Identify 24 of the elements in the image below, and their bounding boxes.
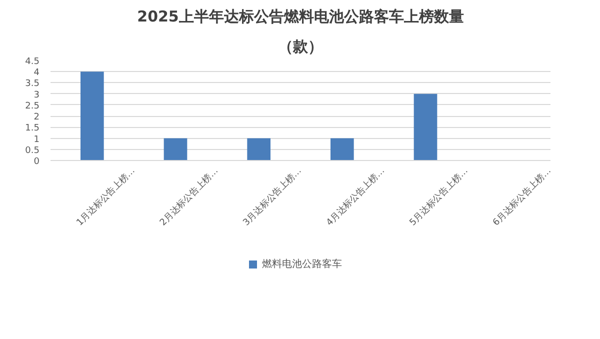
y-tick-label: 1 — [34, 134, 40, 145]
bar — [80, 72, 104, 160]
y-tick-label: 3 — [34, 90, 40, 100]
bar — [330, 138, 354, 160]
y-tick-label: 4.5 — [25, 57, 40, 67]
y-tick-label: 0 — [34, 157, 40, 167]
x-tick-label: 4月达标公告上榜… — [324, 165, 387, 228]
y-tick-label: 1.5 — [25, 124, 40, 134]
y-tick-label: 2.5 — [25, 101, 40, 112]
y-tick-label: 2 — [34, 112, 40, 123]
bar — [164, 138, 188, 160]
legend-label: 燃料电池公路客车 — [262, 258, 342, 271]
chart-subtitle: （款） — [278, 38, 323, 56]
x-tick-label: 3月达标公告上榜… — [240, 165, 304, 228]
x-tick-label: 1月达标公告上榜… — [74, 165, 138, 228]
y-tick-label: 4 — [34, 68, 40, 78]
y-tick-label: 0.5 — [25, 146, 40, 156]
chart-title: 2025上半年达标公告燃料电池公路客车上榜数量 — [137, 8, 464, 26]
x-tick-label: 5月达标公告上榜… — [407, 165, 470, 228]
x-tick-label: 2月达标公告上榜… — [158, 165, 221, 228]
y-tick-label: 3.5 — [25, 79, 40, 90]
x-tick-label: 6月达标公告上榜… — [490, 165, 554, 228]
bar — [414, 94, 438, 160]
bar — [247, 138, 270, 160]
